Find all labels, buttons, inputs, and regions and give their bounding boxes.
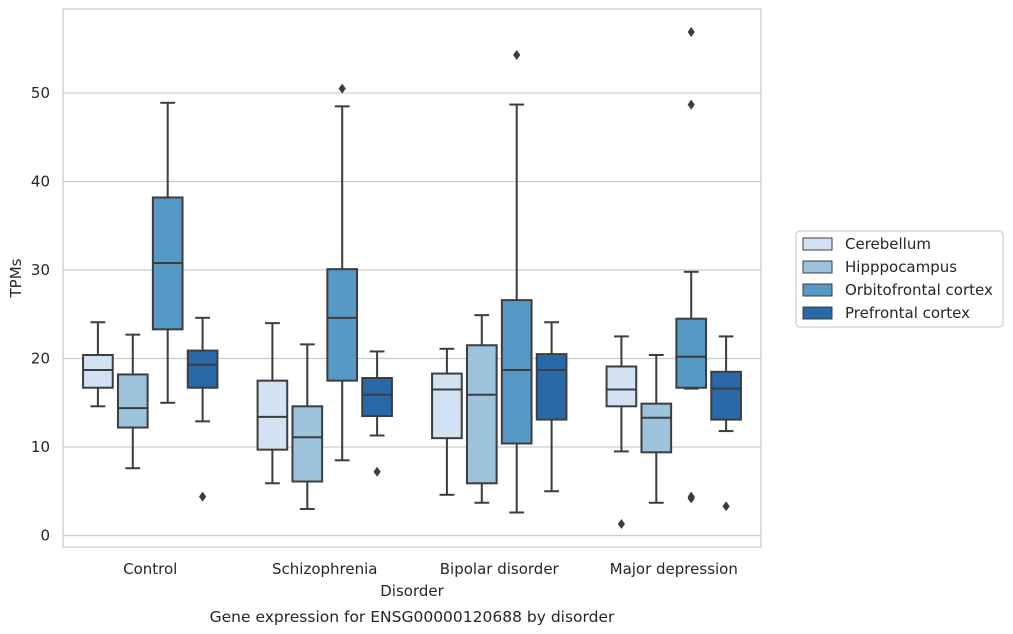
box-orbitofrontal-cortex — [151, 101, 184, 404]
y-tick-label: 0 — [40, 526, 50, 544]
legend-label: Prefrontal cortex — [845, 304, 970, 322]
box-prefrontal-cortex — [361, 350, 393, 477]
outlier-point — [722, 501, 730, 512]
boxes-layer — [82, 27, 742, 529]
box-cerebellum — [605, 335, 638, 529]
outlier-point — [513, 50, 521, 61]
legend-label: Orbitofrontal cortex — [845, 281, 993, 299]
box-iqr — [500, 299, 533, 445]
outlier-point — [617, 518, 625, 529]
box-iqr — [82, 353, 114, 389]
outlier-point — [373, 466, 381, 477]
box-iqr — [431, 372, 463, 440]
x-tick-label: Bipolar disorder — [440, 560, 560, 578]
box-iqr — [326, 268, 359, 382]
box-hipppocampus — [291, 343, 324, 510]
x-tick-label: Schizophrenia — [272, 560, 377, 578]
box-hipppocampus — [640, 353, 673, 504]
box-iqr — [361, 376, 393, 418]
legend-swatch — [802, 260, 833, 274]
legend-label: Cerebellum — [845, 235, 931, 253]
box-hipppocampus — [465, 314, 498, 504]
box-iqr — [675, 317, 708, 389]
box-orbitofrontal-cortex — [500, 50, 533, 514]
box-hipppocampus — [116, 333, 149, 470]
box-iqr — [640, 402, 673, 454]
box-iqr — [256, 379, 289, 451]
outlier-point — [687, 27, 695, 38]
box-iqr — [710, 370, 742, 421]
box-cerebellum — [82, 321, 114, 408]
outlier-point — [199, 491, 207, 502]
chart-caption: Gene expression for ENSG00000120688 by d… — [210, 608, 615, 626]
legend-swatch — [802, 306, 833, 320]
y-tick-label: 30 — [31, 261, 50, 279]
x-tick-label: Control — [123, 560, 177, 578]
box-orbitofrontal-cortex — [326, 83, 359, 462]
y-tick-label: 10 — [31, 438, 50, 456]
box-iqr — [291, 405, 324, 483]
legend: Cerebellum Hipppocampus Orbitofrontal cort… — [795, 230, 1004, 328]
y-tick-label: 40 — [31, 173, 50, 191]
box-prefrontal-cortex — [186, 316, 219, 502]
box-orbitofrontal-cortex — [675, 27, 708, 504]
box-prefrontal-cortex — [710, 335, 742, 512]
box-iqr — [605, 365, 638, 408]
box-cerebellum — [431, 347, 463, 496]
plot-frame — [62, 8, 762, 548]
y-tick-label: 20 — [31, 350, 50, 368]
y-tick-label: 50 — [31, 84, 50, 102]
box-iqr — [465, 344, 498, 485]
legend-swatch — [802, 283, 833, 297]
y-axis-label: TPMs — [7, 258, 25, 298]
outlier-point — [687, 491, 695, 502]
legend-label: Hipppocampus — [845, 258, 957, 276]
outlier-point — [687, 99, 695, 110]
box-cerebellum — [256, 322, 289, 485]
legend-swatch — [802, 237, 833, 251]
x-axis-label: Disorder — [380, 582, 444, 600]
x-tick-label: Major depression — [610, 560, 738, 578]
outlier-point — [338, 83, 346, 94]
box-prefrontal-cortex — [535, 321, 568, 493]
legend-frame — [795, 230, 1004, 328]
y-tick-labels: 0 10 20 30 40 50 — [31, 84, 50, 544]
box-iqr — [116, 373, 149, 429]
box-iqr — [186, 349, 219, 389]
x-tick-labels: Control Schizophrenia Bipolar disorder Majo… — [123, 560, 738, 578]
box-iqr — [535, 353, 568, 421]
